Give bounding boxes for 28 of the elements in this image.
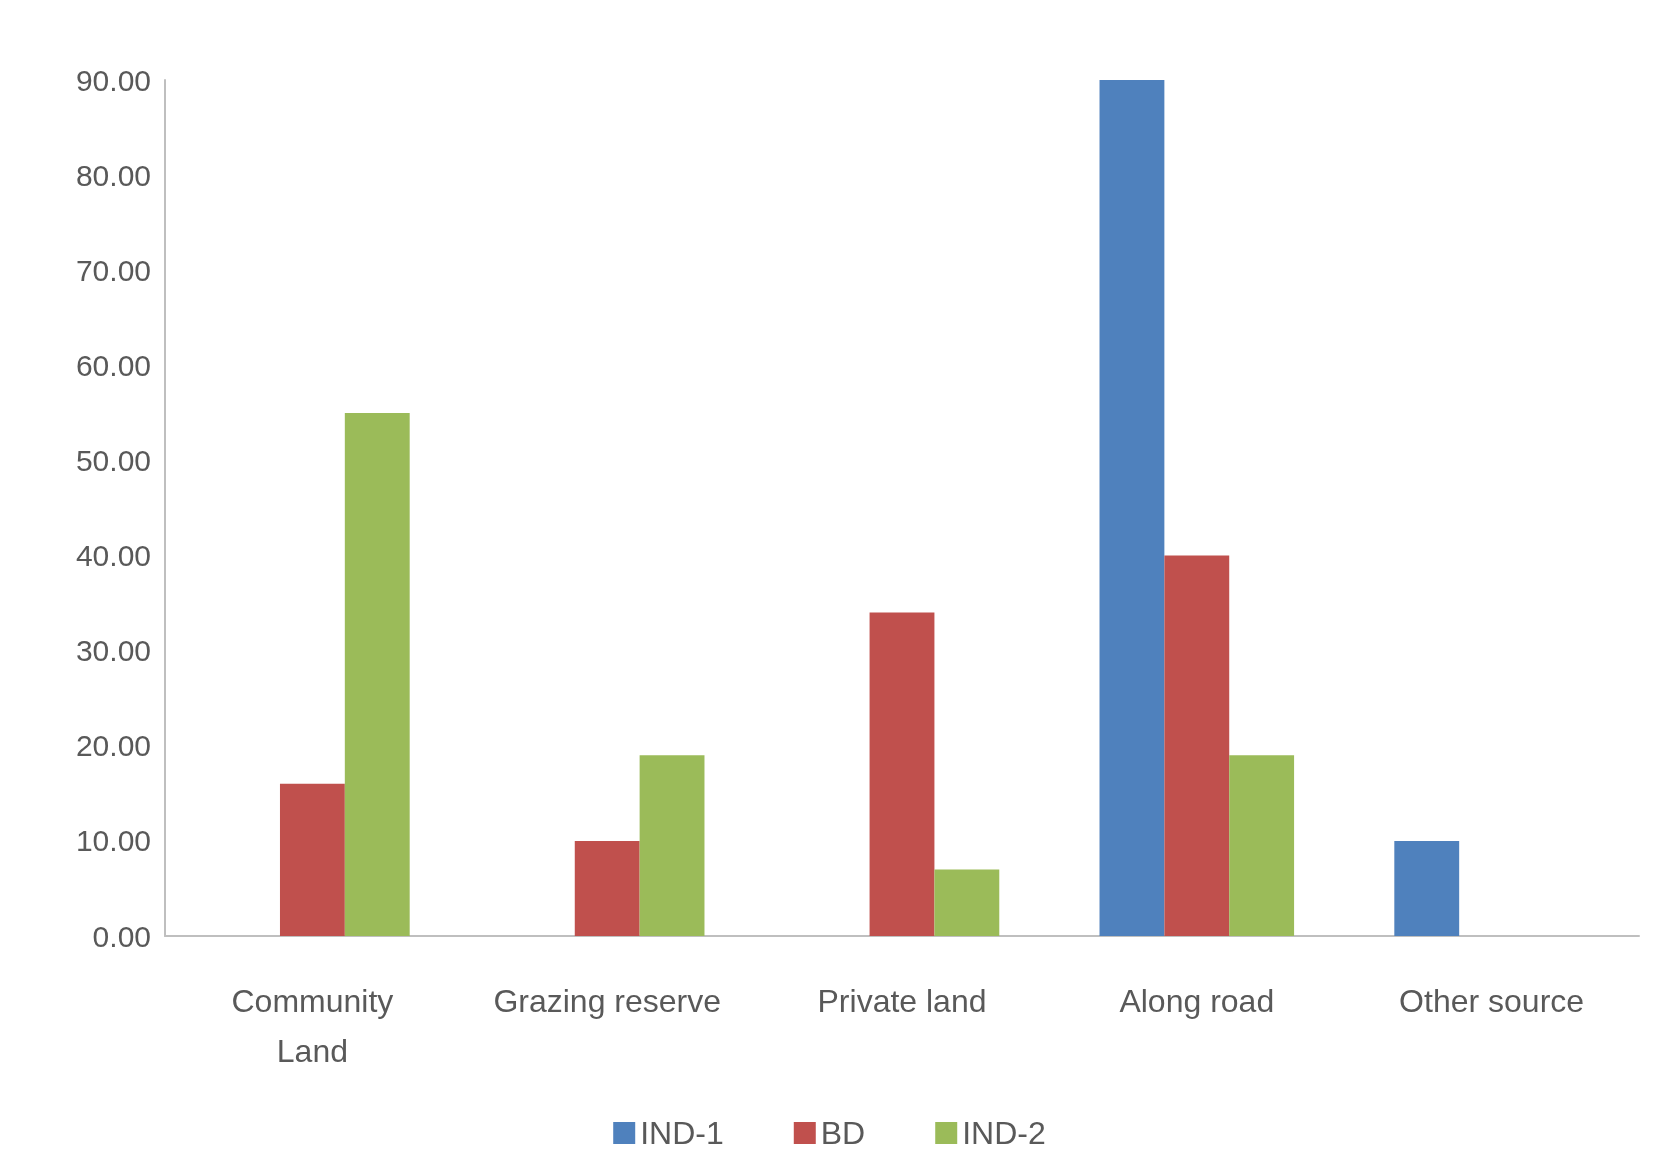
y-tick-label: 70.00 [75, 253, 151, 287]
legend-label: IND-2 [962, 1115, 1046, 1151]
bar [869, 612, 935, 936]
y-tick-label: 50.00 [75, 443, 151, 477]
bar [1099, 80, 1165, 936]
bar [1394, 840, 1460, 936]
y-tick-label: 0.00 [92, 919, 151, 953]
bar [279, 783, 345, 936]
y-tick-label: 30.00 [75, 634, 151, 668]
bar [1164, 555, 1230, 936]
y-tick-label: 20.00 [75, 729, 151, 763]
y-tick-label: 90.00 [75, 63, 151, 97]
x-tick-label: Other source [1399, 983, 1585, 1019]
y-tick-label: 10.00 [75, 824, 151, 858]
x-tick-label: Private land [817, 983, 987, 1019]
y-tick-label: 40.00 [75, 539, 151, 573]
legend-label: IND-1 [640, 1115, 724, 1151]
y-tick-label: 60.00 [75, 348, 151, 382]
y-tick-label: 80.00 [75, 158, 151, 192]
bar [639, 755, 705, 936]
bar [344, 412, 410, 936]
x-tick-label: Community Land [231, 983, 394, 1069]
bar [1229, 755, 1295, 936]
bar [574, 840, 640, 936]
bar [934, 869, 1000, 936]
x-tick-label: Along road [1119, 983, 1275, 1019]
legend-label: BD [820, 1115, 866, 1151]
x-tick-label: Grazing reserve [493, 983, 722, 1019]
